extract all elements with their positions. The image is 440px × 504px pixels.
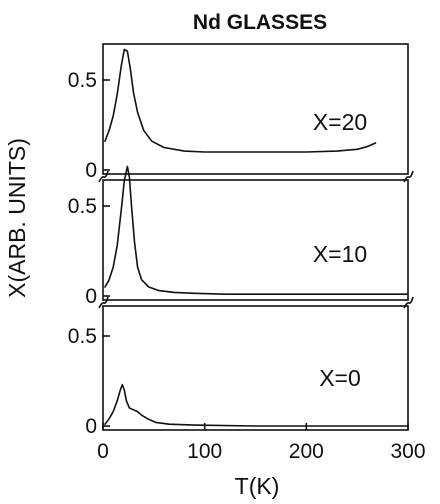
y-tick-label: 0 [85, 159, 97, 182]
panel-1: 0 0.5 X=20 [68, 43, 414, 183]
series-line [104, 165, 409, 295]
panel-label: X=20 [313, 109, 367, 135]
x-axis-label: T(K) [235, 473, 280, 499]
panel-3: 0 0.5 X=0 [68, 305, 409, 438]
axis-break-left [98, 296, 109, 309]
panels-group: 0 0.5 X=20 0 0.5 X=10 0 0.5 X=0 [68, 43, 414, 438]
y-tick-label: 0 [85, 415, 97, 438]
panel-frame [102, 305, 409, 431]
panel-2: 0 0.5 X=10 [68, 165, 414, 309]
axis-break-right [403, 170, 414, 183]
chart-title: Nd GLASSES [193, 11, 327, 34]
x-tick-label: 100 [187, 440, 222, 463]
y-tick-label: 0.5 [68, 69, 97, 92]
y-tick-label: 0.5 [68, 195, 97, 218]
y-tick-label: 0 [85, 285, 97, 308]
x-tick-label: 0 [97, 440, 109, 463]
panel-label: X=10 [313, 241, 367, 267]
y-tick-label: 0.5 [68, 325, 97, 348]
series-line [104, 48, 377, 153]
series-line [104, 383, 409, 427]
axis-break-right [403, 296, 414, 309]
x-axis-ticks: 0 100 200 300 [97, 423, 426, 463]
panel-frame [102, 179, 409, 301]
x-tick-label: 200 [289, 440, 324, 463]
panel-label: X=0 [319, 365, 361, 391]
panel-frame [102, 43, 409, 175]
y-axis-label: X(ARB. UNITS) [4, 138, 30, 298]
axis-break-left [98, 170, 109, 183]
x-tick-label: 300 [390, 440, 425, 463]
